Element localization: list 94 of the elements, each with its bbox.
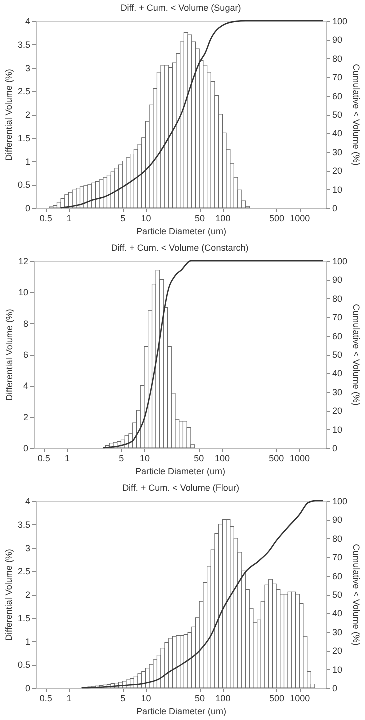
chart-title: Diff. + Cum. < Volume (Constarch) [111,243,249,253]
x-tick-label: 50 [195,214,206,224]
x-axis-title: Particle Diameter (um) [136,226,227,236]
y2-tick-label: 40 [332,368,343,379]
y-tick-label: 0.5 [18,660,30,670]
y-tick-label: 12 [18,256,28,266]
y2-tick-label: 80 [332,294,343,304]
x-tick-label: 50 [195,694,206,704]
x-tick-label: 10 [141,694,152,704]
x-tick-label: 5 [120,214,126,224]
y-tick-label: 8 [23,318,28,329]
x-tick-label: 1000 [290,694,310,704]
x-tick-label: 100 [216,694,231,704]
y-tick-label: 0 [23,444,28,454]
y2-tick-label: 10 [332,664,343,675]
y2-tick-label: 70 [332,552,343,563]
y2-tick-label: 80 [332,54,343,64]
y-tick-label: 4 [25,496,30,506]
y2-tick-label: 10 [332,424,343,435]
y2-tick-label: 20 [332,406,343,416]
y-tick-label: 0.5 [18,180,30,190]
y2-tick-label: 30 [332,387,343,398]
y-tick-label: 3.5 [18,40,30,50]
x-tick-label: 500 [269,214,284,224]
y-tick-label: 2 [25,110,30,120]
x-axis-title: Particle Diameter (um) [136,706,227,716]
x-tick-label: 50 [194,454,204,464]
x-tick-label: 1000 [290,214,310,224]
y2-tick-label: 90 [332,275,343,286]
x-tick-label: 1 [66,214,72,224]
y-axis-title: Differential Volume (%) [4,309,14,401]
y2-tick-label: 20 [332,646,343,656]
y2-tick-label: 0 [332,684,338,694]
y2-tick-label: 0 [332,204,338,214]
y2-tick-label: 50 [332,110,343,120]
y2-tick-label: 70 [332,72,343,83]
y-axis-title: Differential Volume (%) [4,69,14,161]
y2-tick-label: 80 [332,534,343,544]
x-tick-label: 10 [141,214,152,224]
x-tick-label: 0.5 [40,694,52,704]
x-tick-label: 5 [120,694,126,704]
y-tick-label: 2 [25,590,30,600]
y2-tick-label: 90 [332,35,343,46]
y2-axis-title: Cumulative < Volume (%) [352,64,362,166]
chart-title: Diff. + Cum. < Volume (Sugar) [120,3,242,13]
y2-tick-label: 50 [332,350,343,360]
y2-axis-title: Cumulative < Volume (%) [352,544,362,646]
y2-tick-label: 40 [332,608,343,619]
y2-tick-label: 50 [332,590,343,600]
y-tick-label: 10 [18,288,28,298]
y-tick-label: 2 [23,412,28,422]
y-tick-label: 3 [25,543,30,554]
y2-tick-label: 20 [332,166,343,176]
y2-tick-label: 70 [332,312,343,323]
y2-axis-title: Cumulative < Volume (%) [352,304,362,406]
y-tick-label: 3.5 [18,520,30,530]
y-tick-label: 1.5 [18,133,30,144]
y2-tick-label: 40 [332,128,343,139]
y-axis-title: Differential Volume (%) [4,549,14,641]
y-tick-label: 4 [23,381,28,392]
x-axis-title: Particle Diameter (um) [135,466,226,476]
y2-tick-label: 10 [332,184,343,195]
y2-tick-label: 60 [332,331,343,342]
chart-title: Diff. + Cum. < Volume (Flour) [122,483,240,493]
y2-tick-label: 90 [332,515,343,526]
x-tick-label: 1000 [290,454,310,464]
y-tick-label: 2.5 [18,86,30,97]
y2-tick-label: 100 [332,256,348,266]
x-tick-label: 100 [214,454,230,464]
x-tick-label: 0.5 [38,454,50,464]
x-tick-label: 10 [140,454,150,464]
y-tick-label: 1 [25,156,30,167]
y-tick-label: 2.5 [18,566,30,577]
y2-tick-label: 30 [332,147,343,158]
y-tick-label: 0 [25,204,30,214]
x-tick-label: 5 [119,454,124,464]
x-tick-label: 1 [65,454,70,464]
y2-tick-label: 60 [332,571,343,582]
x-tick-label: 500 [269,694,284,704]
y2-tick-label: 100 [332,16,348,26]
x-tick-label: 0.5 [40,214,52,224]
x-tick-label: 1 [66,694,72,704]
y-tick-label: 1.5 [18,613,30,624]
y2-tick-label: 100 [332,496,348,506]
x-tick-label: 100 [216,214,231,224]
y2-tick-label: 60 [332,91,343,102]
y-tick-label: 3 [25,63,30,74]
y-tick-label: 4 [25,16,30,26]
x-tick-label: 500 [269,454,284,464]
y2-tick-label: 0 [332,444,338,454]
y2-tick-label: 30 [332,627,343,638]
y-tick-label: 1 [25,636,30,647]
y-tick-label: 0 [25,684,30,694]
y-tick-label: 6 [23,350,28,360]
